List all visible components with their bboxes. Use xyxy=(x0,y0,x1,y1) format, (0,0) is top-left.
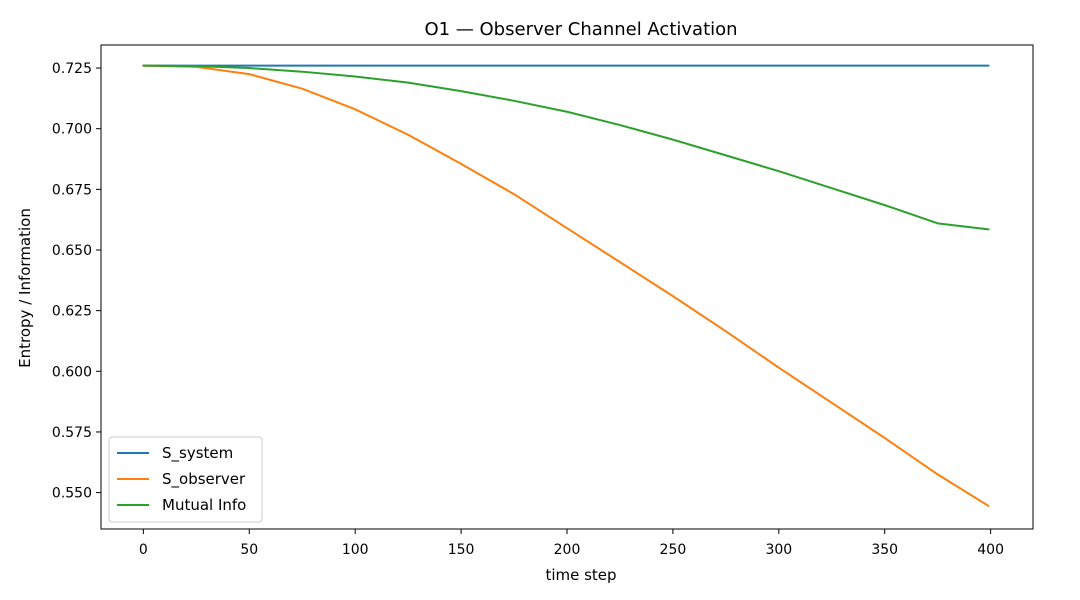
y-tick-label: 0.575 xyxy=(52,425,92,441)
series-line-s-observer xyxy=(142,64,990,507)
legend: S_system S_observer Mutual Info xyxy=(108,436,263,523)
legend-label: Mutual Info xyxy=(162,496,246,514)
series-line-mutual-info xyxy=(142,64,990,231)
x-tick-label: 150 xyxy=(448,542,475,558)
x-axis-label: time step xyxy=(545,566,616,584)
y-tick-label: 0.650 xyxy=(52,243,92,259)
x-tick-label: 400 xyxy=(977,542,1004,558)
x-tick-label: 250 xyxy=(660,542,687,558)
y-axis-ticks: 0.550 0.575 0.600 0.625 0.650 0.675 0.700 0.725 xyxy=(52,61,101,502)
legend-label: S_system xyxy=(162,444,233,463)
y-tick-label: 0.675 xyxy=(52,182,92,198)
y-axis-label: Entropy / Information xyxy=(16,208,34,368)
legend-label: S_observer xyxy=(162,470,246,489)
y-tick-label: 0.600 xyxy=(52,364,92,380)
x-tick-label: 200 xyxy=(554,542,581,558)
x-tick-label: 100 xyxy=(342,542,369,558)
legend-box xyxy=(108,436,263,523)
x-tick-label: 0 xyxy=(139,542,148,558)
y-tick-label: 0.700 xyxy=(52,122,92,138)
x-tick-label: 350 xyxy=(871,542,898,558)
x-axis-ticks: 0 50 100 150 200 250 300 350 400 xyxy=(139,529,1004,558)
chart-title: O1 — Observer Channel Activation xyxy=(424,19,737,40)
x-tick-label: 50 xyxy=(240,542,258,558)
y-tick-label: 0.725 xyxy=(52,61,92,77)
y-tick-label: 0.550 xyxy=(52,486,92,502)
plot-lines xyxy=(142,64,990,507)
x-tick-label: 300 xyxy=(765,542,792,558)
y-tick-label: 0.625 xyxy=(52,304,92,320)
